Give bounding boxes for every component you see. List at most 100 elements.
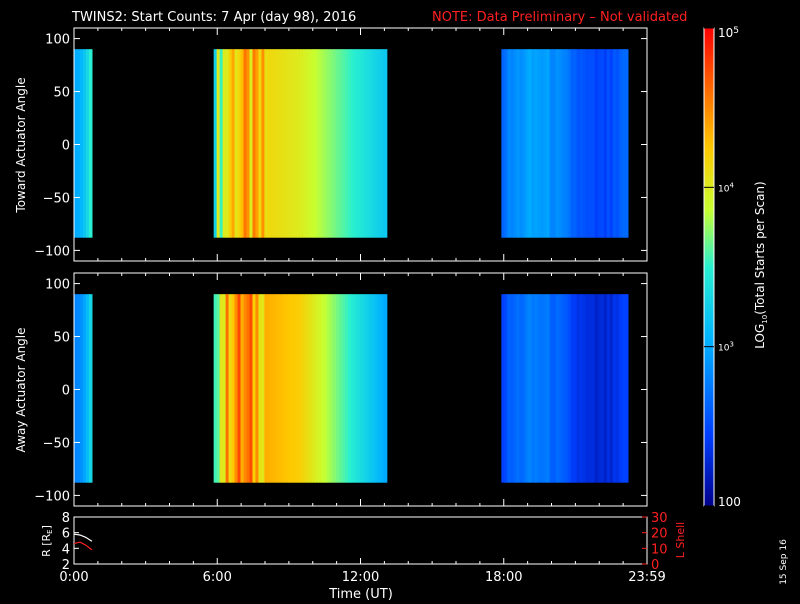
heatmap-cell bbox=[588, 294, 593, 483]
heatmap-cell bbox=[76, 49, 81, 238]
heatmap-cell bbox=[252, 49, 257, 238]
heatmap-cell bbox=[534, 294, 539, 483]
heatmap-cell bbox=[513, 49, 518, 238]
heatmap-cell bbox=[246, 294, 251, 483]
heatmap-cell bbox=[537, 294, 542, 483]
heatmap-cell bbox=[618, 294, 623, 483]
y-tick-label: 50 bbox=[53, 86, 70, 101]
heatmap-cell bbox=[213, 49, 218, 238]
away-y-axis-label: Away Actuator Angle bbox=[14, 327, 28, 452]
y-tick-label: 0 bbox=[62, 139, 70, 154]
heatmap-cell bbox=[303, 49, 307, 238]
heatmap-cell bbox=[342, 49, 346, 238]
heatmap-cell bbox=[576, 294, 581, 483]
heatmap-cell bbox=[504, 49, 508, 238]
y-tick-label: 0 bbox=[62, 384, 70, 399]
heatmap-cell bbox=[234, 49, 239, 238]
heatmap-cell bbox=[321, 49, 325, 238]
toward-panel: 100 50 0 −50 −100 Toward Actuator Angle bbox=[14, 27, 648, 262]
heatmap-cell bbox=[501, 49, 505, 238]
heatmap-cell bbox=[294, 49, 298, 238]
heatmap-cell bbox=[312, 49, 316, 238]
heatmap-cell bbox=[216, 49, 221, 238]
heatmap-cell bbox=[273, 49, 277, 238]
heatmap-cell bbox=[85, 49, 90, 238]
away-y-ticks: 100 50 0 −50 −100 bbox=[34, 273, 648, 506]
heatmap-cell bbox=[219, 294, 224, 483]
heatmap-cell bbox=[362, 49, 367, 238]
r-tick-label: 4 bbox=[62, 542, 70, 557]
heatmap-cell bbox=[606, 294, 611, 483]
heatmap-cell bbox=[219, 49, 224, 238]
heatmap-cell bbox=[531, 49, 536, 238]
heatmap-cell bbox=[624, 294, 629, 483]
heatmap-cell bbox=[582, 294, 587, 483]
heatmap-cell bbox=[573, 294, 578, 483]
heatmap-cell bbox=[365, 49, 370, 238]
r-tick-label: 8 bbox=[62, 511, 70, 526]
heatmap-cell bbox=[525, 49, 530, 238]
heatmap-cell bbox=[297, 294, 301, 483]
heatmap-cell bbox=[585, 49, 590, 238]
l-shell-axis-label: L Shell bbox=[674, 522, 687, 558]
heatmap-cell bbox=[273, 294, 277, 483]
heatmap-cell bbox=[377, 49, 382, 238]
heatmap-cell bbox=[82, 294, 87, 483]
heatmap-cell bbox=[594, 294, 599, 483]
heatmap-cell bbox=[362, 294, 367, 483]
heatmap-cell bbox=[546, 49, 551, 238]
heatmap-cell bbox=[237, 49, 242, 238]
heatmap-cell bbox=[336, 294, 340, 483]
heatmap-cell bbox=[356, 294, 361, 483]
heatmap-cell bbox=[82, 49, 87, 238]
heatmap-cell bbox=[600, 49, 605, 238]
heatmap-cell bbox=[318, 49, 322, 238]
heatmap-cell bbox=[609, 49, 614, 238]
heatmap-cell bbox=[264, 49, 268, 238]
heatmap-cell bbox=[79, 49, 84, 238]
heatmap-cell bbox=[359, 294, 364, 483]
generation-date-stamp: 15 Sep 16 bbox=[779, 539, 789, 585]
heatmap-cell bbox=[540, 294, 545, 483]
heatmap-cell bbox=[216, 294, 221, 483]
heatmap-cell bbox=[243, 49, 248, 238]
l-shell-tick-label: 10 bbox=[651, 542, 668, 557]
heatmap-cell bbox=[374, 294, 379, 483]
heatmap-cell bbox=[383, 294, 388, 483]
heatmap-cell bbox=[339, 294, 343, 483]
heatmap-cell bbox=[356, 49, 361, 238]
heatmap-cell bbox=[240, 294, 245, 483]
heatmap-cell bbox=[347, 294, 352, 483]
heatmap-cell bbox=[615, 294, 620, 483]
heatmap-cell bbox=[279, 294, 283, 483]
colorbar-gradient bbox=[704, 28, 714, 506]
heatmap-cell bbox=[306, 294, 310, 483]
heatmap-cell bbox=[368, 49, 373, 238]
l-shell-series-line bbox=[73, 541, 93, 551]
heatmap-cell bbox=[368, 294, 373, 483]
time-tick-label: 18:00 bbox=[485, 570, 522, 585]
orbit-lines bbox=[73, 533, 93, 551]
time-tick-label: 6:00 bbox=[203, 570, 232, 585]
heatmap-cell bbox=[264, 294, 268, 483]
heatmap-cell bbox=[213, 294, 218, 483]
heatmap-cell bbox=[309, 294, 313, 483]
heatmap-cell bbox=[543, 49, 548, 238]
heatmap-cell bbox=[228, 49, 233, 238]
y-tick-label: −100 bbox=[34, 244, 70, 259]
l-shell-tick-label: 30 bbox=[651, 511, 668, 526]
y-tick-label: 50 bbox=[53, 331, 70, 346]
heatmap-cell bbox=[618, 49, 623, 238]
l-shell-tick-label: 20 bbox=[651, 527, 668, 542]
heatmap-cell bbox=[528, 294, 533, 483]
heatmap-cell bbox=[288, 49, 292, 238]
heatmap-cell bbox=[624, 49, 629, 238]
colorbar-ticks: 105 104 103 100 bbox=[704, 26, 741, 509]
l-shell-tick-label: 0 bbox=[651, 558, 659, 573]
heatmap-cell bbox=[318, 294, 322, 483]
heatmap-cell bbox=[570, 49, 575, 238]
figure-title: TWINS2: Start Counts: 7 Apr (day 98), 20… bbox=[71, 10, 356, 25]
heatmap-cell bbox=[79, 294, 84, 483]
